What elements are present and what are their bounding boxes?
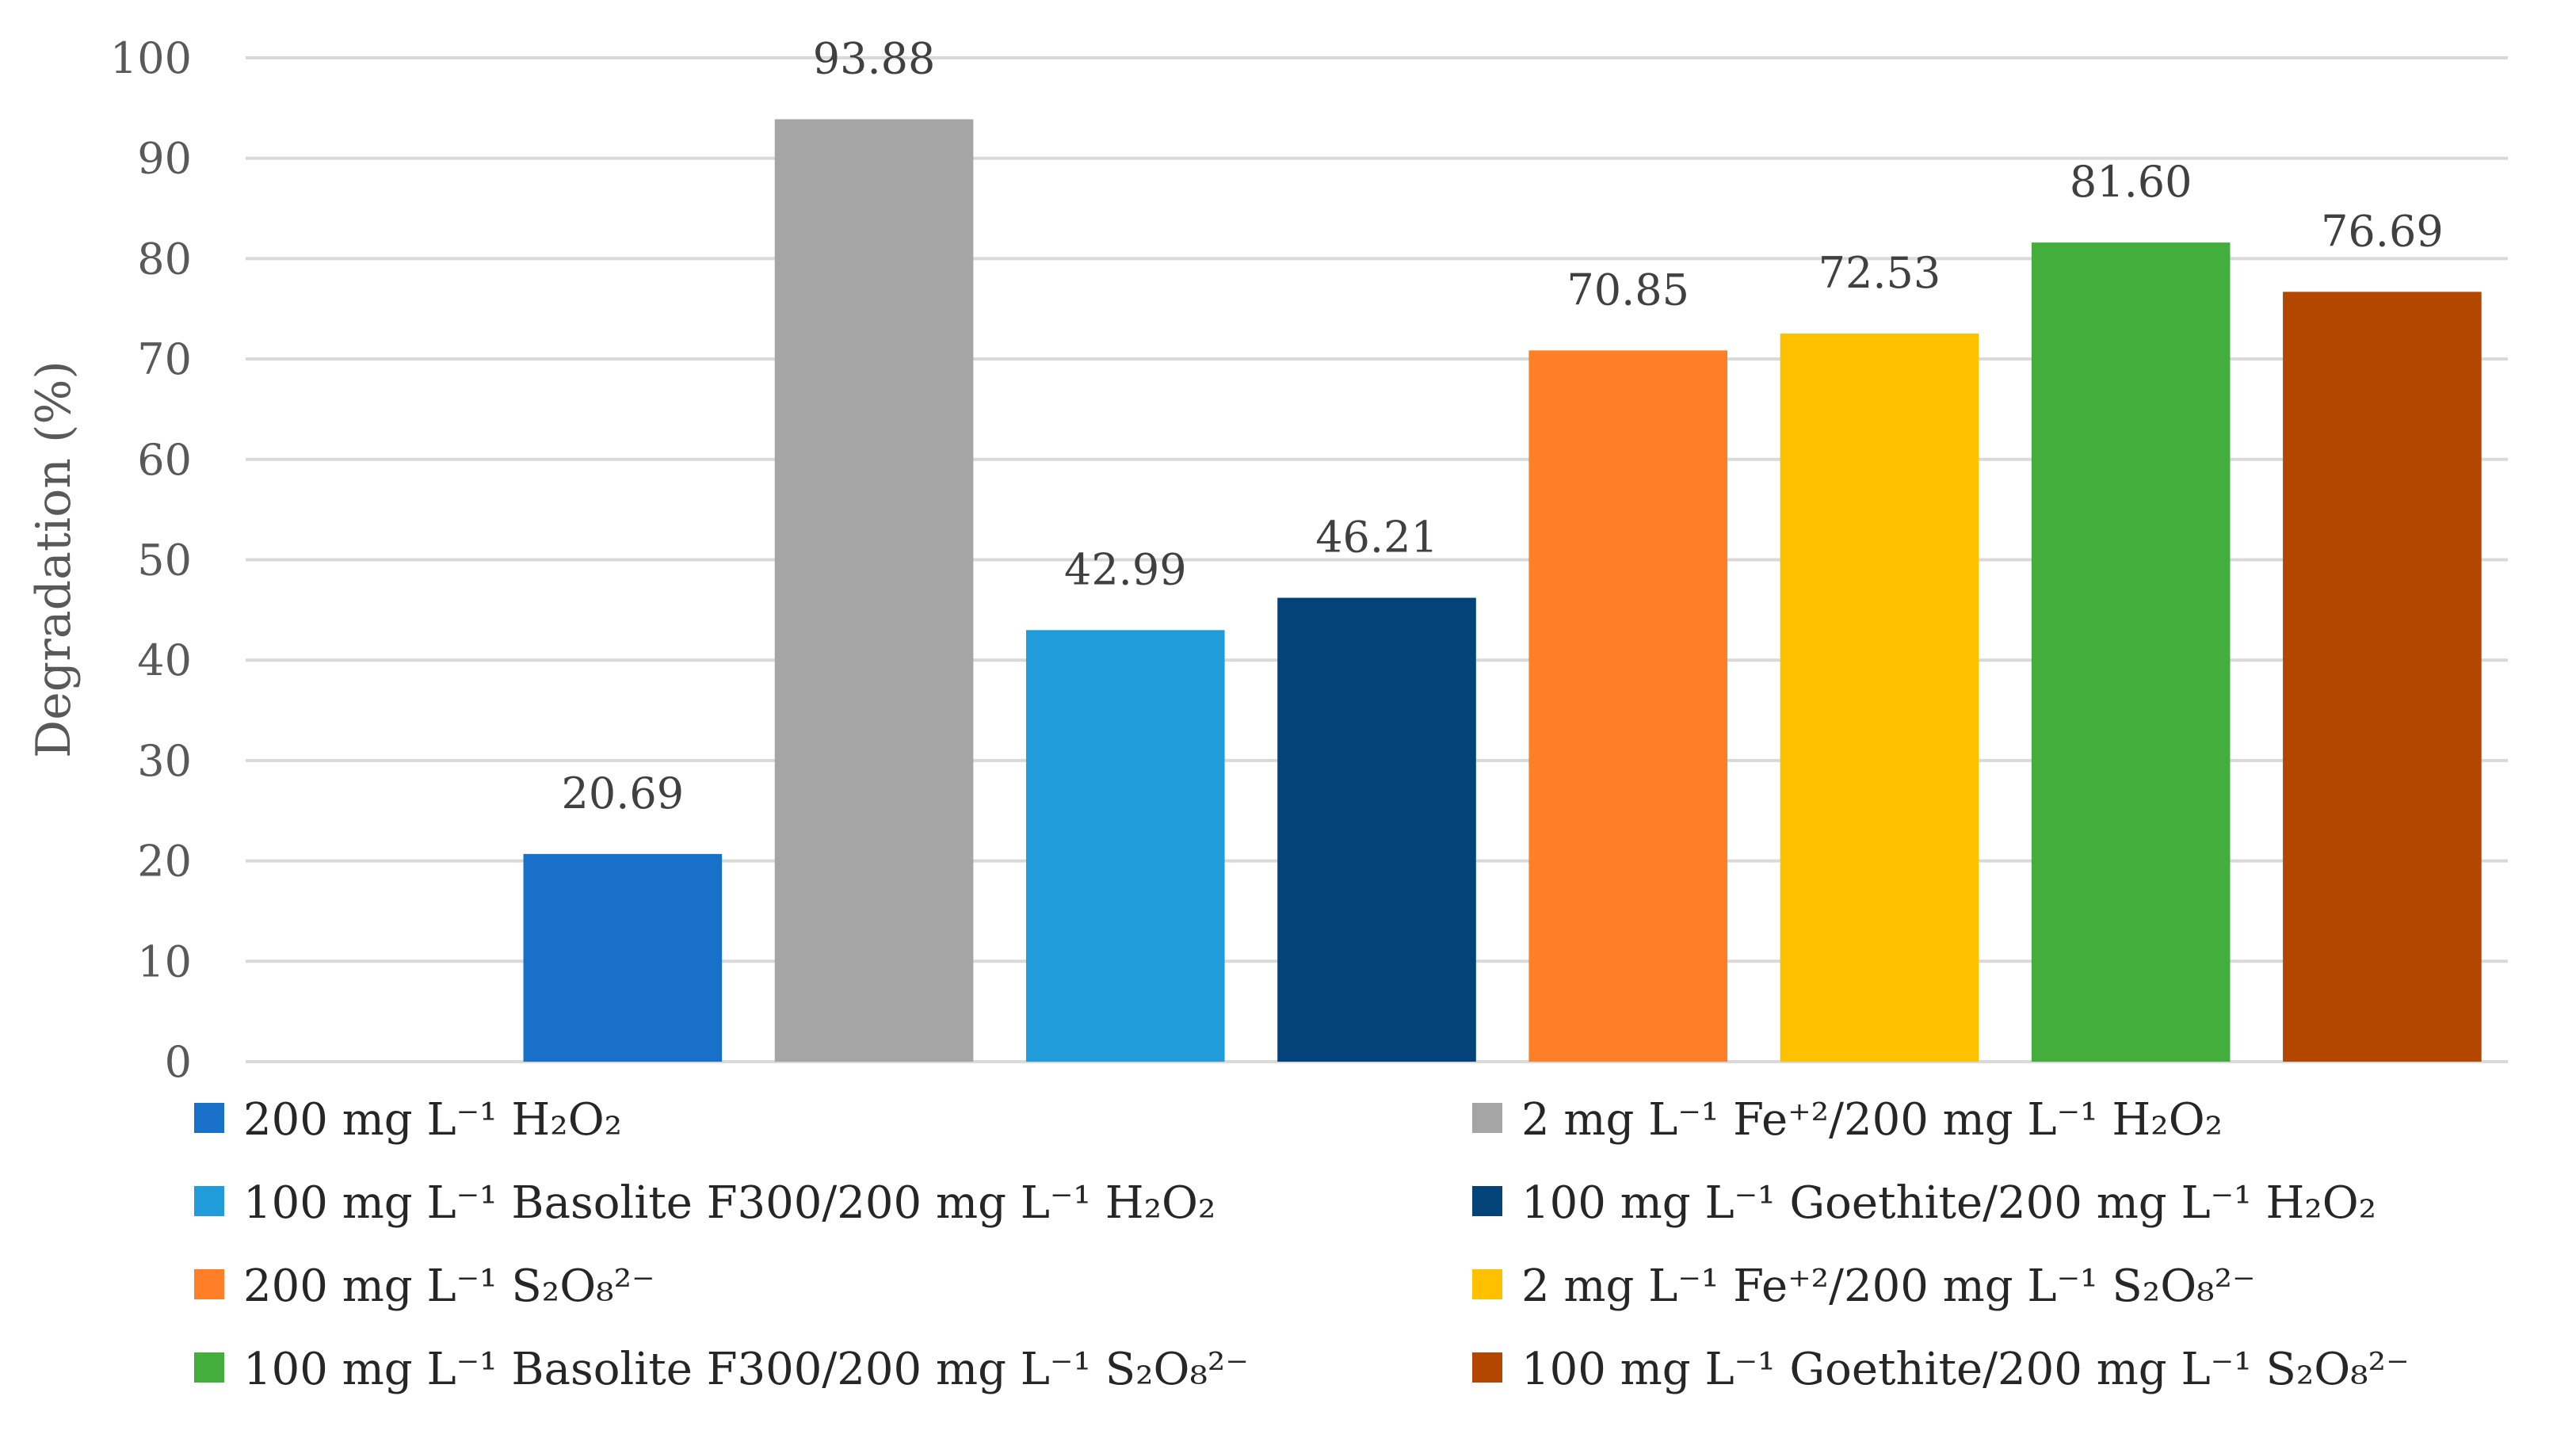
legend-swatch-7 <box>194 1352 224 1383</box>
y-tick-label-20: 20 <box>137 837 192 887</box>
legend-label-5: 200 mg L⁻¹ S₂O₈²⁻ <box>243 1261 655 1312</box>
legend-label-6: 2 mg L⁻¹ Fe⁺²/200 mg L⁻¹ S₂O₈²⁻ <box>1521 1261 2256 1312</box>
bar-8 <box>2283 292 2482 1062</box>
bar-7 <box>2031 242 2231 1062</box>
y-tick-label-90: 90 <box>137 134 192 184</box>
bar-4 <box>1277 597 1476 1062</box>
bars <box>523 119 2482 1062</box>
bar-5 <box>1528 350 1728 1062</box>
value-label-2: 93.88 <box>813 34 936 84</box>
bar-1 <box>523 853 723 1062</box>
legend-swatch-6 <box>1472 1269 1502 1299</box>
y-tick-label-10: 10 <box>137 936 192 986</box>
y-axis-ticks: 0 10 20 30 40 50 60 70 80 90 100 <box>110 33 192 1087</box>
legend: 200 mg L⁻¹ H₂O₂ 2 mg L⁻¹ Fe⁺²/200 mg L⁻¹ … <box>194 1094 2410 1395</box>
y-tick-label-100: 100 <box>110 33 192 83</box>
value-label-8: 76.69 <box>2321 206 2444 256</box>
y-tick-label-40: 40 <box>137 635 192 685</box>
value-label-3: 42.99 <box>1064 544 1187 594</box>
legend-label-2: 2 mg L⁻¹ Fe⁺²/200 mg L⁻¹ H₂O₂ <box>1521 1094 2223 1146</box>
bar-6 <box>1780 334 1979 1062</box>
legend-label-3: 100 mg L⁻¹ Basolite F300/200 mg L⁻¹ H₂O₂ <box>243 1177 1215 1229</box>
legend-label-7: 100 mg L⁻¹ Basolite F300/200 mg L⁻¹ S₂O₈… <box>243 1344 1249 1395</box>
legend-label-4: 100 mg L⁻¹ Goethite/200 mg L⁻¹ H₂O₂ <box>1521 1177 2376 1229</box>
y-tick-label-70: 70 <box>137 334 192 384</box>
legend-swatch-4 <box>1472 1186 1502 1216</box>
bar-2 <box>774 119 974 1062</box>
value-label-7: 81.60 <box>2070 157 2192 207</box>
value-label-6: 72.53 <box>1818 248 1941 298</box>
y-tick-label-60: 60 <box>137 435 192 485</box>
y-tick-label-80: 80 <box>137 234 192 284</box>
y-tick-label-30: 30 <box>137 736 192 786</box>
value-label-4: 46.21 <box>1315 513 1438 563</box>
bar-3 <box>1025 630 1225 1062</box>
y-tick-label-0: 0 <box>165 1037 192 1087</box>
value-label-5: 70.85 <box>1567 265 1689 315</box>
legend-swatch-2 <box>1472 1103 1502 1133</box>
legend-swatch-5 <box>194 1269 224 1299</box>
value-label-1: 20.69 <box>562 769 685 818</box>
legend-label-8: 100 mg L⁻¹ Goethite/200 mg L⁻¹ S₂O₈²⁻ <box>1521 1344 2410 1395</box>
y-axis-title: Degradation (%) <box>26 360 82 758</box>
legend-swatch-3 <box>194 1186 224 1216</box>
legend-swatch-1 <box>194 1103 224 1133</box>
y-tick-label-50: 50 <box>137 536 192 585</box>
legend-swatch-8 <box>1472 1352 1502 1383</box>
value-labels: 20.69 93.88 42.99 46.21 70.85 72.53 81.60 76.69 <box>562 34 2444 818</box>
legend-label-1: 200 mg L⁻¹ H₂O₂ <box>243 1094 622 1146</box>
